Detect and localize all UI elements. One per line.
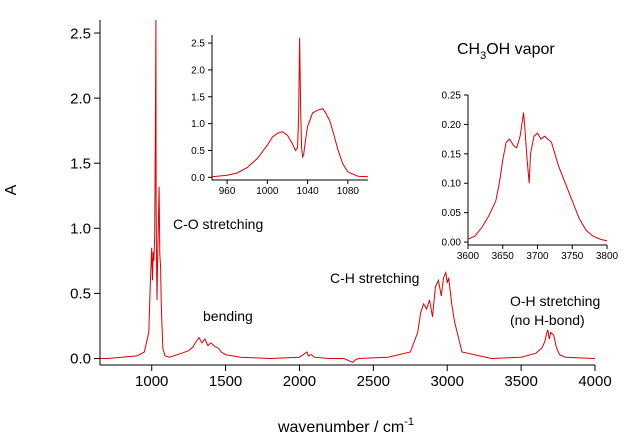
main-y-tick-label: 1.5	[70, 155, 91, 172]
main-x-tick-label: 2500	[357, 373, 390, 390]
annotation-no-h-bond: (no H-bond)	[510, 312, 585, 328]
inset_oh-y-tick-label: 0.15	[442, 149, 462, 160]
main-plot: 1000 1500 2000 2500 3000 3500 4000 0.0 0.5 1.0 1.5…	[3, 19, 612, 436]
species-prefix: CH	[457, 41, 480, 58]
annotation-bending: bending	[203, 308, 253, 324]
inset_oh-x-tick-label: 3750	[561, 251, 584, 262]
main-y-tick-label: 0.0	[70, 351, 91, 368]
main-y-tick-label: 1.0	[70, 221, 91, 238]
inset-oh-spectrum-line	[467, 112, 608, 242]
annotation-co-stretching: C-O stretching	[173, 216, 263, 232]
main-x-tick-label: 2000	[283, 373, 316, 390]
x-axis-label-superscript: -1	[404, 416, 414, 428]
inset_co-y-tick-label: 2.0	[191, 65, 205, 76]
inset_oh-y-tick-label: 0.10	[442, 179, 462, 190]
inset_co-x-tick-label: 1000	[256, 186, 279, 197]
inset_oh-x-tick-label: 3650	[492, 251, 515, 262]
main-x-tick-label: 4000	[578, 373, 611, 390]
main-x-tick-label: 3000	[431, 373, 464, 390]
main-y-axis-label: A	[3, 184, 20, 195]
inset_oh-x-tick-label: 3800	[596, 251, 619, 262]
main-spectrum-line	[100, 19, 596, 363]
inset_oh-y-tick-label: 0.00	[442, 238, 462, 249]
main-x-tick-label: 1500	[209, 373, 242, 390]
species-subscript: 3	[480, 50, 486, 62]
main-y-tick-label: 0.5	[70, 286, 91, 303]
inset-co-axes: 960 1000 1040 1080 0.0 0.5 1.0 1.5 2.0 2.5	[191, 35, 368, 197]
annotation-ch-stretching: C-H stretching	[330, 270, 419, 286]
main-y-tick-label: 2.0	[70, 90, 91, 107]
main-y-tick-label: 2.5	[70, 25, 91, 42]
inset_oh-x-tick-label: 3600	[457, 251, 480, 262]
inset-co-plot: 960 1000 1040 1080 0.0 0.5 1.0 1.5 2.0 2.5	[191, 35, 369, 197]
species-suffix: OH vapor	[486, 41, 555, 58]
inset_co-y-tick-label: 2.5	[191, 39, 205, 50]
inset_co-x-tick-label: 1080	[337, 186, 360, 197]
main-x-tick-label: 1000	[135, 373, 168, 390]
inset_co-y-tick-label: 0.0	[191, 173, 205, 184]
main-axes: 1000 1500 2000 2500 3000 3500 4000 0.0 0.5 1.0 1.5…	[70, 20, 612, 390]
inset_co-y-tick-label: 1.0	[191, 119, 205, 130]
inset_co-x-tick-label: 1040	[296, 186, 319, 197]
inset_oh-y-tick-label: 0.20	[442, 120, 462, 131]
inset_co-x-tick-label: 960	[219, 186, 236, 197]
inset_oh-x-tick-label: 3700	[526, 251, 549, 262]
annotation-oh-stretching: O-H stretching	[510, 293, 600, 309]
inset_co-y-tick-label: 0.5	[191, 146, 205, 157]
inset_oh-y-tick-label: 0.25	[442, 91, 462, 102]
inset-oh-axes: 3600 3650 3700 3750 3800 0.00 0.05 0.10 0.15 0.20…	[442, 91, 619, 263]
x-axis-label-text: wavenumber / cm	[277, 419, 404, 436]
inset_co-y-tick-label: 1.5	[191, 92, 205, 103]
main-x-axis-label: wavenumber / cm-1	[277, 416, 414, 436]
inset_oh-y-tick-label: 0.05	[442, 208, 462, 219]
species-label: CH3OH vapor	[457, 41, 555, 62]
inset-oh-plot: 3600 3650 3700 3750 3800 0.00 0.05 0.10 0.15 0.20…	[442, 91, 619, 263]
inset-co-spectrum-line	[211, 37, 369, 178]
main-x-tick-label: 3500	[504, 373, 537, 390]
